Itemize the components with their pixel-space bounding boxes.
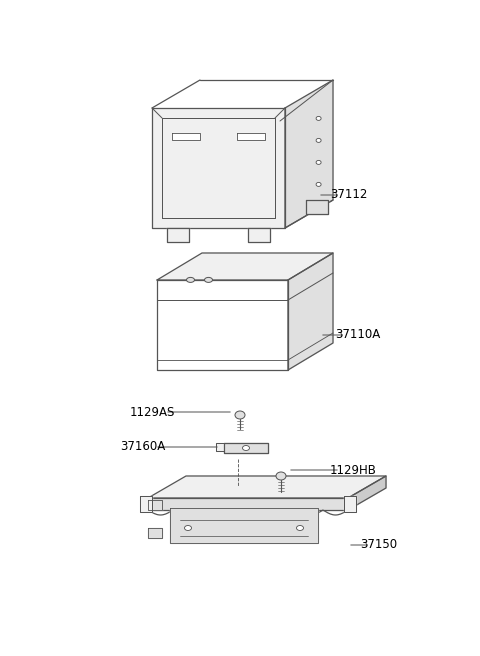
- Polygon shape: [248, 228, 270, 242]
- Polygon shape: [285, 80, 333, 228]
- Text: 1129HB: 1129HB: [330, 464, 377, 476]
- Ellipse shape: [316, 116, 321, 121]
- Ellipse shape: [276, 472, 286, 480]
- Text: 37112: 37112: [330, 188, 367, 201]
- Ellipse shape: [204, 277, 213, 282]
- Polygon shape: [148, 498, 348, 510]
- Ellipse shape: [316, 182, 321, 186]
- Polygon shape: [148, 476, 386, 498]
- Polygon shape: [140, 496, 152, 512]
- Polygon shape: [344, 496, 356, 512]
- Polygon shape: [167, 228, 189, 242]
- Ellipse shape: [235, 411, 245, 419]
- Polygon shape: [148, 528, 162, 538]
- Polygon shape: [288, 253, 333, 370]
- Polygon shape: [348, 476, 386, 510]
- Ellipse shape: [316, 138, 321, 142]
- Ellipse shape: [184, 525, 192, 531]
- Text: 37110A: 37110A: [335, 329, 380, 342]
- Text: 1129AS: 1129AS: [130, 405, 175, 419]
- Polygon shape: [152, 108, 285, 228]
- Polygon shape: [157, 280, 288, 370]
- Ellipse shape: [187, 277, 194, 282]
- Polygon shape: [306, 200, 328, 214]
- Polygon shape: [170, 508, 318, 543]
- Polygon shape: [237, 133, 265, 140]
- Text: 37150: 37150: [360, 539, 397, 552]
- Ellipse shape: [316, 161, 321, 165]
- Polygon shape: [157, 253, 333, 280]
- Polygon shape: [172, 133, 200, 140]
- Polygon shape: [148, 500, 162, 510]
- Ellipse shape: [297, 525, 303, 531]
- Polygon shape: [216, 443, 224, 451]
- Text: 37160A: 37160A: [120, 440, 165, 453]
- Polygon shape: [224, 443, 268, 453]
- Ellipse shape: [242, 445, 250, 451]
